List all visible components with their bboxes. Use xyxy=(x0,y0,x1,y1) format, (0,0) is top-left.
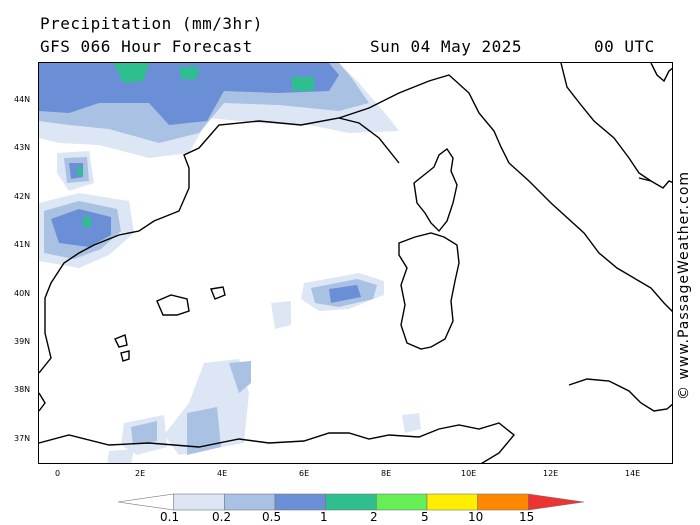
coastlines xyxy=(39,63,672,463)
colorbar-segment xyxy=(173,493,225,511)
corsica-outline xyxy=(413,147,458,233)
colorbar-label-2: 2 xyxy=(370,510,378,524)
lon-label-12e: 12E xyxy=(543,469,559,478)
colorbar-segment xyxy=(376,493,428,511)
colorbar-label-1: 1 xyxy=(320,510,328,524)
precip-colorbar xyxy=(118,493,584,511)
lon-label-14e: 14E xyxy=(625,469,641,478)
precip-heavy-areas xyxy=(39,63,361,303)
lat-label-42n: 42N xyxy=(14,192,31,201)
lat-label-44n: 44N xyxy=(14,95,31,104)
colorbar-label-0-2: 0.2 xyxy=(212,510,232,524)
colorbar-label-5: 5 xyxy=(421,510,429,524)
colorbar-segment xyxy=(224,493,276,511)
site-credit: © www.PassageWeather.com xyxy=(676,170,692,400)
lon-label-0: 0 xyxy=(55,469,61,478)
sardinia-outline xyxy=(398,232,460,350)
colorbar-label-0-5: 0.5 xyxy=(262,510,282,524)
colorbar-label-10: 10 xyxy=(468,510,484,524)
lon-label-10e: 10E xyxy=(461,469,477,478)
forecast-date: Sun 04 May 2025 xyxy=(370,37,522,56)
colorbar-segment xyxy=(118,493,175,511)
forecast-time: 00 UTC xyxy=(594,37,655,56)
colorbar-label-0-1: 0.1 xyxy=(160,510,180,524)
colorbar-segment xyxy=(274,493,326,511)
lon-label-8e: 8E xyxy=(381,469,392,478)
lat-label-37n: 37N xyxy=(14,434,31,443)
balearic-islands xyxy=(114,286,226,362)
precipitation-map xyxy=(38,62,673,464)
colorbar-segment xyxy=(426,493,478,511)
lon-label-2e: 2E xyxy=(135,469,146,478)
lon-label-6e: 6E xyxy=(299,469,310,478)
colorbar-segment xyxy=(477,493,529,511)
lon-label-4e: 4E xyxy=(217,469,228,478)
lat-label-41n: 41N xyxy=(14,240,31,249)
forecast-subtitle: GFS 066 Hour Forecast xyxy=(40,37,253,56)
colorbar-label-15: 15 xyxy=(519,510,535,524)
lat-label-39n: 39N xyxy=(14,337,31,346)
lat-label-43n: 43N xyxy=(14,143,31,152)
lat-label-40n: 40N xyxy=(14,289,31,298)
map-title: Precipitation (mm/3hr) xyxy=(40,14,263,33)
precip-intense-areas xyxy=(77,63,314,227)
lat-label-38n: 38N xyxy=(14,385,31,394)
colorbar-segment xyxy=(527,493,584,511)
colorbar-segment xyxy=(325,493,377,511)
map-canvas xyxy=(39,63,672,463)
